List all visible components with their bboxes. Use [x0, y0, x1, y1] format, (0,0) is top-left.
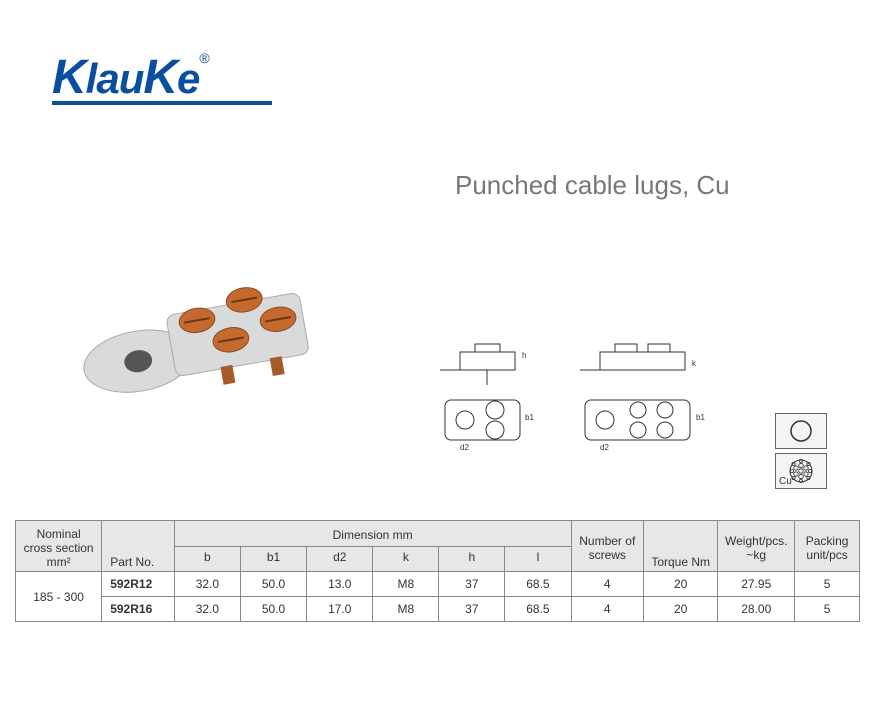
- conductor-icons: Cu: [775, 413, 829, 493]
- table-row: 592R16 32.0 50.0 17.0 M8 37 68.5 4 20 28…: [16, 597, 860, 622]
- svg-text:k: k: [692, 359, 697, 368]
- cell-k: M8: [373, 597, 439, 622]
- cell-torque: 20: [644, 572, 718, 597]
- col-d2: d2: [307, 546, 373, 572]
- cell-d2: 17.0: [307, 597, 373, 622]
- cell-l: 68.5: [505, 597, 571, 622]
- col-b1: b1: [240, 546, 306, 572]
- cell-partno: 592R16: [102, 597, 175, 622]
- cell-b: 32.0: [174, 572, 240, 597]
- logo-text: KlauKe®: [52, 55, 209, 102]
- cell-weight: 27.95: [718, 572, 795, 597]
- cell-weight: 28.00: [718, 597, 795, 622]
- product-photo: [62, 230, 337, 410]
- svg-text:d2: d2: [460, 443, 469, 452]
- conductor-cu-label: Cu: [779, 476, 792, 487]
- brand-logo: KlauKe®: [52, 50, 272, 105]
- cell-b: 32.0: [174, 597, 240, 622]
- svg-text:h: h: [522, 351, 526, 360]
- page-title: Punched cable lugs, Cu: [455, 170, 730, 201]
- cell-h: 37: [439, 597, 505, 622]
- col-h: h: [439, 546, 505, 572]
- cell-ncs: 185 - 300: [16, 572, 102, 622]
- spec-table: Nominal cross section mm² Part No. Dimen…: [15, 520, 860, 622]
- col-k: k: [373, 546, 439, 572]
- cell-b1: 50.0: [240, 597, 306, 622]
- cell-pack: 5: [795, 597, 860, 622]
- cell-partno: 592R12: [102, 572, 175, 597]
- logo-registered: ®: [199, 50, 208, 66]
- col-l: l: [505, 546, 571, 572]
- svg-text:d2: d2: [600, 443, 609, 452]
- col-weight: Weight/pcs. ~kg: [718, 521, 795, 572]
- cell-screws: 4: [571, 572, 644, 597]
- cell-screws: 4: [571, 597, 644, 622]
- cell-k: M8: [373, 572, 439, 597]
- conductor-solid-icon: [775, 413, 827, 449]
- col-partno: Part No.: [102, 521, 175, 572]
- cell-b1: 50.0: [240, 572, 306, 597]
- conductor-stranded-icon: Cu: [775, 453, 827, 489]
- col-torque: Torque Nm: [644, 521, 718, 572]
- col-b: b: [174, 546, 240, 572]
- cell-pack: 5: [795, 572, 860, 597]
- technical-drawing: h d2 b1 k d2 b1: [440, 340, 730, 465]
- col-ncs: Nominal cross section mm²: [16, 521, 102, 572]
- table-row: 185 - 300 592R12 32.0 50.0 13.0 M8 37 68…: [16, 572, 860, 597]
- cell-l: 68.5: [505, 572, 571, 597]
- col-pack: Packing unit/pcs: [795, 521, 860, 572]
- cell-d2: 13.0: [307, 572, 373, 597]
- cell-torque: 20: [644, 597, 718, 622]
- col-dimension-group: Dimension mm: [174, 521, 571, 547]
- cell-h: 37: [439, 572, 505, 597]
- col-screws: Number of screws: [571, 521, 644, 572]
- svg-text:b1: b1: [696, 413, 705, 422]
- svg-text:b1: b1: [525, 413, 534, 422]
